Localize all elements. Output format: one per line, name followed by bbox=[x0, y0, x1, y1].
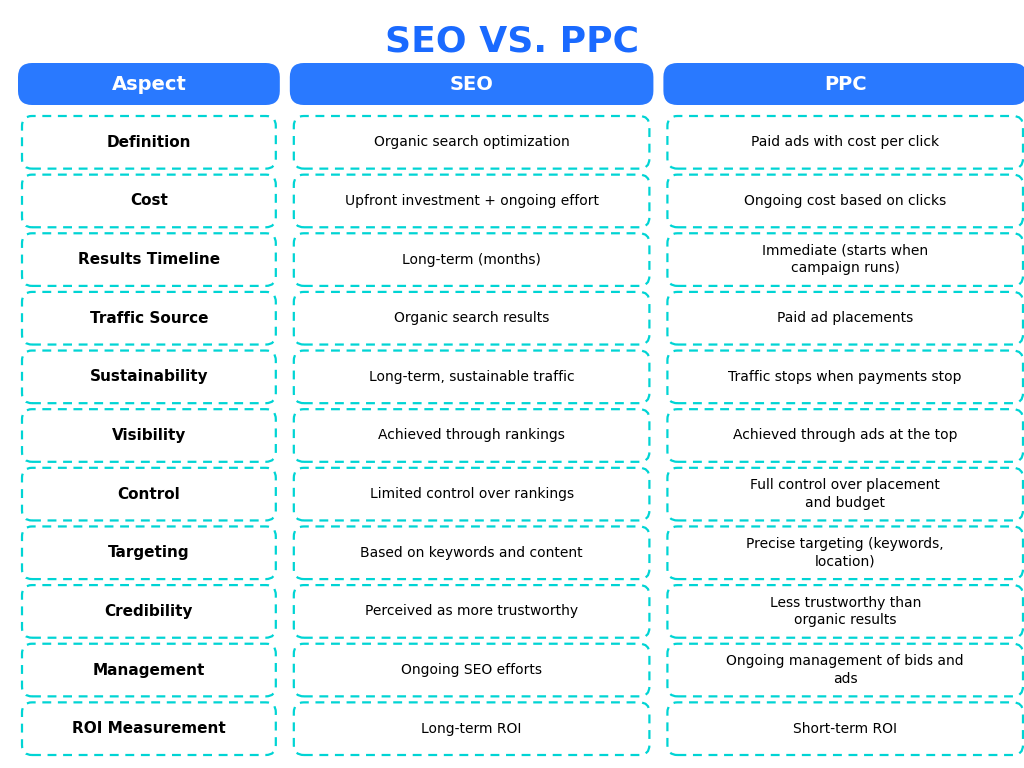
FancyBboxPatch shape bbox=[294, 468, 649, 521]
FancyBboxPatch shape bbox=[22, 585, 275, 637]
Text: SEO: SEO bbox=[450, 74, 494, 94]
Text: Targeting: Targeting bbox=[109, 545, 189, 561]
FancyBboxPatch shape bbox=[18, 63, 280, 105]
FancyBboxPatch shape bbox=[294, 174, 649, 227]
FancyBboxPatch shape bbox=[22, 409, 275, 462]
FancyBboxPatch shape bbox=[294, 292, 649, 345]
Text: SEO VS. PPC: SEO VS. PPC bbox=[385, 25, 639, 59]
FancyBboxPatch shape bbox=[668, 233, 1023, 286]
FancyBboxPatch shape bbox=[22, 468, 275, 521]
Text: Limited control over rankings: Limited control over rankings bbox=[370, 487, 573, 502]
Text: Credibility: Credibility bbox=[104, 604, 194, 619]
Text: Less trustworthy than
organic results: Less trustworthy than organic results bbox=[769, 596, 921, 627]
Text: PPC: PPC bbox=[824, 74, 866, 94]
Text: Traffic stops when payments stop: Traffic stops when payments stop bbox=[728, 370, 962, 384]
FancyBboxPatch shape bbox=[22, 526, 275, 579]
Text: Control: Control bbox=[118, 487, 180, 502]
FancyBboxPatch shape bbox=[22, 350, 275, 403]
FancyBboxPatch shape bbox=[294, 526, 649, 579]
Text: Short-term ROI: Short-term ROI bbox=[794, 722, 897, 736]
Text: Long-term ROI: Long-term ROI bbox=[422, 722, 522, 736]
Text: Long-term (months): Long-term (months) bbox=[402, 253, 541, 266]
Text: Long-term, sustainable traffic: Long-term, sustainable traffic bbox=[369, 370, 574, 384]
Text: Cost: Cost bbox=[130, 194, 168, 208]
FancyBboxPatch shape bbox=[294, 644, 649, 697]
Text: Achieved through ads at the top: Achieved through ads at the top bbox=[733, 429, 957, 442]
FancyBboxPatch shape bbox=[294, 585, 649, 637]
Text: Definition: Definition bbox=[106, 135, 191, 150]
FancyBboxPatch shape bbox=[668, 174, 1023, 227]
FancyBboxPatch shape bbox=[294, 409, 649, 462]
FancyBboxPatch shape bbox=[294, 703, 649, 755]
FancyBboxPatch shape bbox=[22, 292, 275, 345]
FancyBboxPatch shape bbox=[22, 174, 275, 227]
Text: Traffic Source: Traffic Source bbox=[90, 311, 208, 326]
Text: Visibility: Visibility bbox=[112, 428, 186, 443]
Text: Ongoing cost based on clicks: Ongoing cost based on clicks bbox=[744, 194, 946, 208]
Text: Paid ad placements: Paid ad placements bbox=[777, 311, 913, 325]
Text: Immediate (starts when
campaign runs): Immediate (starts when campaign runs) bbox=[762, 244, 929, 275]
FancyBboxPatch shape bbox=[668, 409, 1023, 462]
Text: Based on keywords and content: Based on keywords and content bbox=[360, 546, 583, 560]
FancyBboxPatch shape bbox=[22, 116, 275, 169]
Text: Precise targeting (keywords,
location): Precise targeting (keywords, location) bbox=[746, 537, 944, 568]
FancyBboxPatch shape bbox=[668, 703, 1023, 755]
FancyBboxPatch shape bbox=[22, 233, 275, 286]
Text: Results Timeline: Results Timeline bbox=[78, 252, 220, 267]
Text: Organic search optimization: Organic search optimization bbox=[374, 135, 569, 149]
Text: Ongoing SEO efforts: Ongoing SEO efforts bbox=[401, 663, 542, 677]
FancyBboxPatch shape bbox=[664, 63, 1024, 105]
Text: Full control over placement
and budget: Full control over placement and budget bbox=[751, 478, 940, 510]
FancyBboxPatch shape bbox=[22, 703, 275, 755]
FancyBboxPatch shape bbox=[668, 526, 1023, 579]
Text: Sustainability: Sustainability bbox=[89, 369, 208, 384]
Text: ROI Measurement: ROI Measurement bbox=[72, 721, 225, 737]
FancyBboxPatch shape bbox=[668, 468, 1023, 521]
Text: Upfront investment + ongoing effort: Upfront investment + ongoing effort bbox=[345, 194, 599, 208]
FancyBboxPatch shape bbox=[22, 644, 275, 697]
Text: Perceived as more trustworthy: Perceived as more trustworthy bbox=[365, 604, 579, 618]
Text: Management: Management bbox=[93, 663, 205, 677]
FancyBboxPatch shape bbox=[668, 644, 1023, 697]
Text: Aspect: Aspect bbox=[112, 74, 186, 94]
FancyBboxPatch shape bbox=[294, 116, 649, 169]
FancyBboxPatch shape bbox=[668, 350, 1023, 403]
Text: Paid ads with cost per click: Paid ads with cost per click bbox=[752, 135, 939, 149]
FancyBboxPatch shape bbox=[668, 116, 1023, 169]
FancyBboxPatch shape bbox=[294, 233, 649, 286]
FancyBboxPatch shape bbox=[668, 585, 1023, 637]
FancyBboxPatch shape bbox=[294, 350, 649, 403]
Text: Organic search results: Organic search results bbox=[394, 311, 549, 325]
FancyBboxPatch shape bbox=[668, 292, 1023, 345]
FancyBboxPatch shape bbox=[290, 63, 653, 105]
Text: Achieved through rankings: Achieved through rankings bbox=[378, 429, 565, 442]
Text: Ongoing management of bids and
ads: Ongoing management of bids and ads bbox=[726, 654, 964, 686]
